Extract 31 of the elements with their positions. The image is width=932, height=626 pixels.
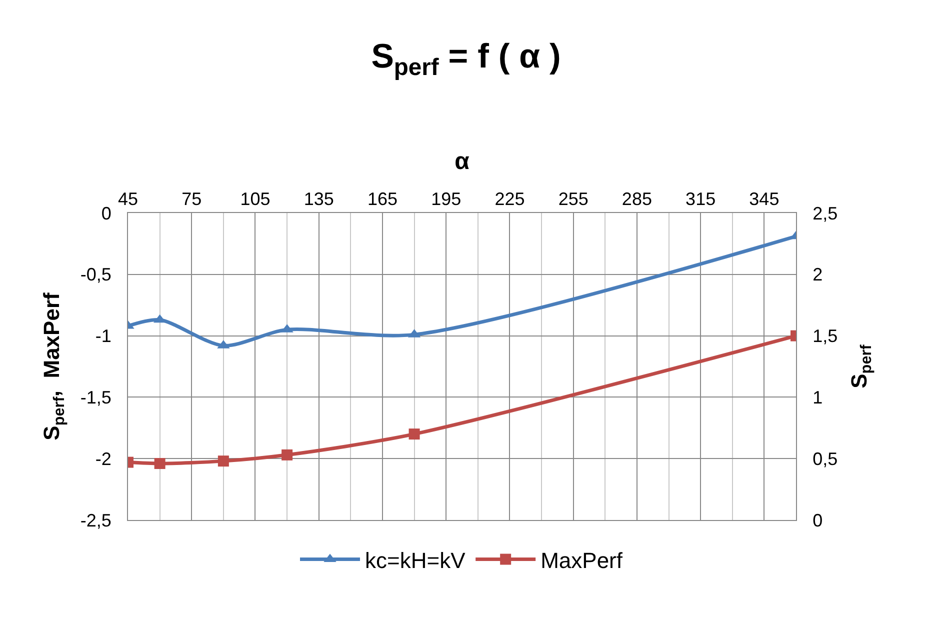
x-axis-title: α — [454, 148, 470, 175]
y-tick-label: -0,5 — [80, 264, 112, 285]
point — [218, 456, 229, 467]
x-tick-label: 45 — [118, 188, 138, 209]
point — [154, 458, 166, 470]
x-tick-label: 165 — [367, 188, 398, 209]
legend-label: kc=kH=kV — [365, 548, 466, 573]
x-tick-label: 195 — [431, 188, 462, 209]
x-tick-label: 345 — [749, 188, 780, 209]
y-tick-label: -2 — [95, 448, 112, 469]
legend-label: MaxPerf — [540, 548, 624, 573]
chart-title: S$_{perf}$ = f ( α ) — [371, 38, 561, 81]
y-tick-label: -1,5 — [80, 388, 112, 408]
y2-tick-label: 0 — [812, 510, 823, 530]
x-tick-label: 105 — [240, 188, 270, 209]
y2-tick-label: 2,5 — [812, 203, 838, 224]
x-tick-label: 135 — [304, 188, 334, 209]
y-tick-label: -2,5 — [80, 510, 112, 530]
y2-tick-label: 0,5 — [812, 448, 838, 469]
y2-tick-label: 1,5 — [812, 326, 838, 346]
y2-tick-label: 1 — [812, 388, 823, 408]
x-tick-label: 75 — [182, 188, 202, 209]
x-tick-label: 225 — [494, 188, 525, 209]
point — [282, 449, 293, 460]
point — [408, 428, 420, 440]
y2-tick-label: 2 — [812, 264, 823, 285]
x-tick-label: 255 — [558, 188, 588, 209]
y-tick-label: 0 — [101, 203, 112, 224]
y-tick-label: -1 — [95, 326, 112, 346]
x-tick-label: 285 — [622, 188, 652, 209]
x-tick-label: 315 — [686, 188, 716, 209]
